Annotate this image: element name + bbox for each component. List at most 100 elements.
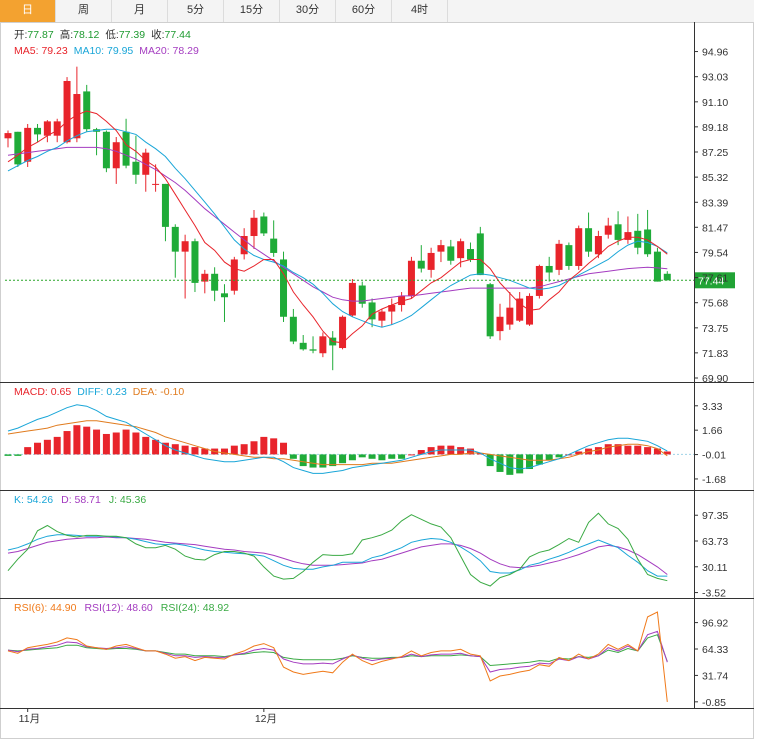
chart: 77.44 94.96 93.03 91.10 89.18 87.25 85.32 83.3…: [0, 22, 754, 739]
y-tick-label: -3.52: [702, 588, 726, 600]
candle-body: [535, 265, 543, 296]
candle-body: [24, 127, 32, 162]
candle-body: [604, 225, 612, 235]
price-legend: 开:77.87 高:78.12 低:77.39 收:77.44: [14, 28, 191, 41]
macd-bar: [34, 442, 42, 455]
macd-bar: [93, 429, 101, 455]
ma5-line: [7, 110, 668, 344]
candle-body: [309, 349, 317, 351]
candle-body: [14, 131, 22, 165]
macd-bar: [309, 454, 317, 468]
candle-body: [280, 259, 288, 317]
candle-body: [634, 230, 642, 248]
candle-body: [417, 260, 425, 269]
x-tick-label: 11月: [19, 713, 40, 725]
y-tick-label: 85.32: [702, 172, 728, 184]
macd-bar: [545, 454, 553, 461]
y-tick-label: 71.83: [702, 348, 728, 360]
macd-bar: [604, 444, 612, 455]
macd-bar: [299, 454, 307, 467]
candle-body: [260, 216, 268, 234]
kdj-legend: K: 54.26 D: 58.71 J: 45.36: [14, 494, 146, 506]
macd-bar: [457, 447, 465, 455]
candle-body: [545, 265, 553, 273]
macd-bar: [240, 444, 248, 455]
tab-0[interactable]: 日: [0, 0, 56, 22]
price-legend-value: 77.39: [119, 29, 145, 41]
macd-bar: [152, 439, 160, 455]
candle-body: [663, 273, 671, 281]
candle-body: [555, 243, 563, 270]
ma-legend-value: 79.95: [107, 45, 133, 57]
macd-bar: [427, 447, 435, 455]
macd-bar: [220, 448, 228, 455]
candle-body: [466, 249, 474, 260]
tab-2[interactable]: 月: [112, 0, 168, 22]
macd-bar: [378, 454, 386, 461]
macd-bar: [329, 454, 337, 467]
candle-body: [486, 284, 494, 337]
candle-body: [181, 241, 189, 252]
macd-bar: [614, 444, 622, 455]
macd-bar: [201, 448, 209, 455]
kdj-legend-value: 45.36: [120, 494, 146, 506]
candle-body: [142, 152, 150, 175]
macd-bar: [171, 444, 179, 455]
rsi-legend-label: RSI(24):: [161, 602, 203, 614]
macd-bar: [230, 445, 238, 455]
rsi-legend-value: 48.60: [126, 602, 152, 614]
candle-body: [171, 226, 179, 252]
candle-body: [191, 241, 199, 283]
macd-legend-value: 0.23: [106, 386, 127, 398]
candle-body: [368, 302, 376, 320]
macd-bar: [575, 451, 583, 455]
macd-bar: [142, 436, 150, 455]
tab-5[interactable]: 30分: [280, 0, 336, 22]
tab-4[interactable]: 15分: [224, 0, 280, 22]
kdj-legend-label: J:: [109, 494, 120, 506]
macd-legend-value: 0.65: [51, 386, 72, 398]
macd-bar: [181, 445, 189, 455]
macd-legend-label: DIFF:: [77, 386, 106, 398]
price-legend-value: 77.44: [165, 29, 191, 41]
candle-body: [358, 285, 366, 304]
macd-bar: [191, 447, 199, 455]
price-legend-label: 低:: [105, 28, 118, 41]
macd-legend-label: MACD:: [14, 386, 51, 398]
tab-3[interactable]: 5分: [168, 0, 224, 22]
candle-body: [270, 238, 278, 253]
price-legend-label: 开:: [14, 29, 27, 41]
candle-body: [437, 245, 445, 252]
rsi-panel: [7, 611, 668, 702]
x-tick-label: 12月: [255, 713, 277, 725]
tab-6[interactable]: 60分: [336, 0, 392, 22]
y-tick-label: 89.18: [702, 122, 728, 134]
candle-body: [319, 336, 327, 354]
macd-legend-label: DEA:: [133, 386, 160, 398]
candle-body: [506, 307, 514, 325]
macd-bar: [339, 454, 347, 464]
rsi-legend-value: 48.92: [203, 602, 229, 614]
candle-body: [112, 142, 120, 169]
macd-panel: [4, 404, 694, 475]
price-panel: 77.44: [4, 66, 735, 371]
candle-body: [575, 228, 583, 266]
diff-line: [7, 404, 668, 474]
rsi-legend-label: RSI(6):: [14, 602, 50, 614]
rsi-legend-value: 44.90: [50, 602, 76, 614]
macd-bar: [516, 454, 524, 474]
y-tick-label: 79.54: [702, 247, 728, 259]
candle-body: [348, 282, 356, 316]
tab-1[interactable]: 周: [56, 0, 112, 22]
candle-body: [73, 94, 81, 139]
candle-body: [614, 224, 622, 240]
tab-7[interactable]: 4时: [392, 0, 448, 22]
y-tick-label: 83.39: [702, 197, 728, 209]
macd-bar: [407, 454, 415, 456]
candle-body: [594, 236, 602, 255]
kdj-legend-value: 58.71: [75, 494, 101, 506]
candle-body: [653, 251, 661, 282]
macd-bar: [526, 454, 534, 470]
y-tick-label: 63.73: [702, 536, 728, 548]
macd-bar: [506, 454, 514, 475]
